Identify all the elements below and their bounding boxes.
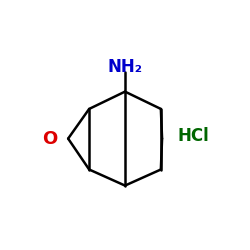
Text: NH₂: NH₂ xyxy=(108,58,142,76)
Text: HCl: HCl xyxy=(177,127,209,145)
Text: O: O xyxy=(42,130,57,148)
